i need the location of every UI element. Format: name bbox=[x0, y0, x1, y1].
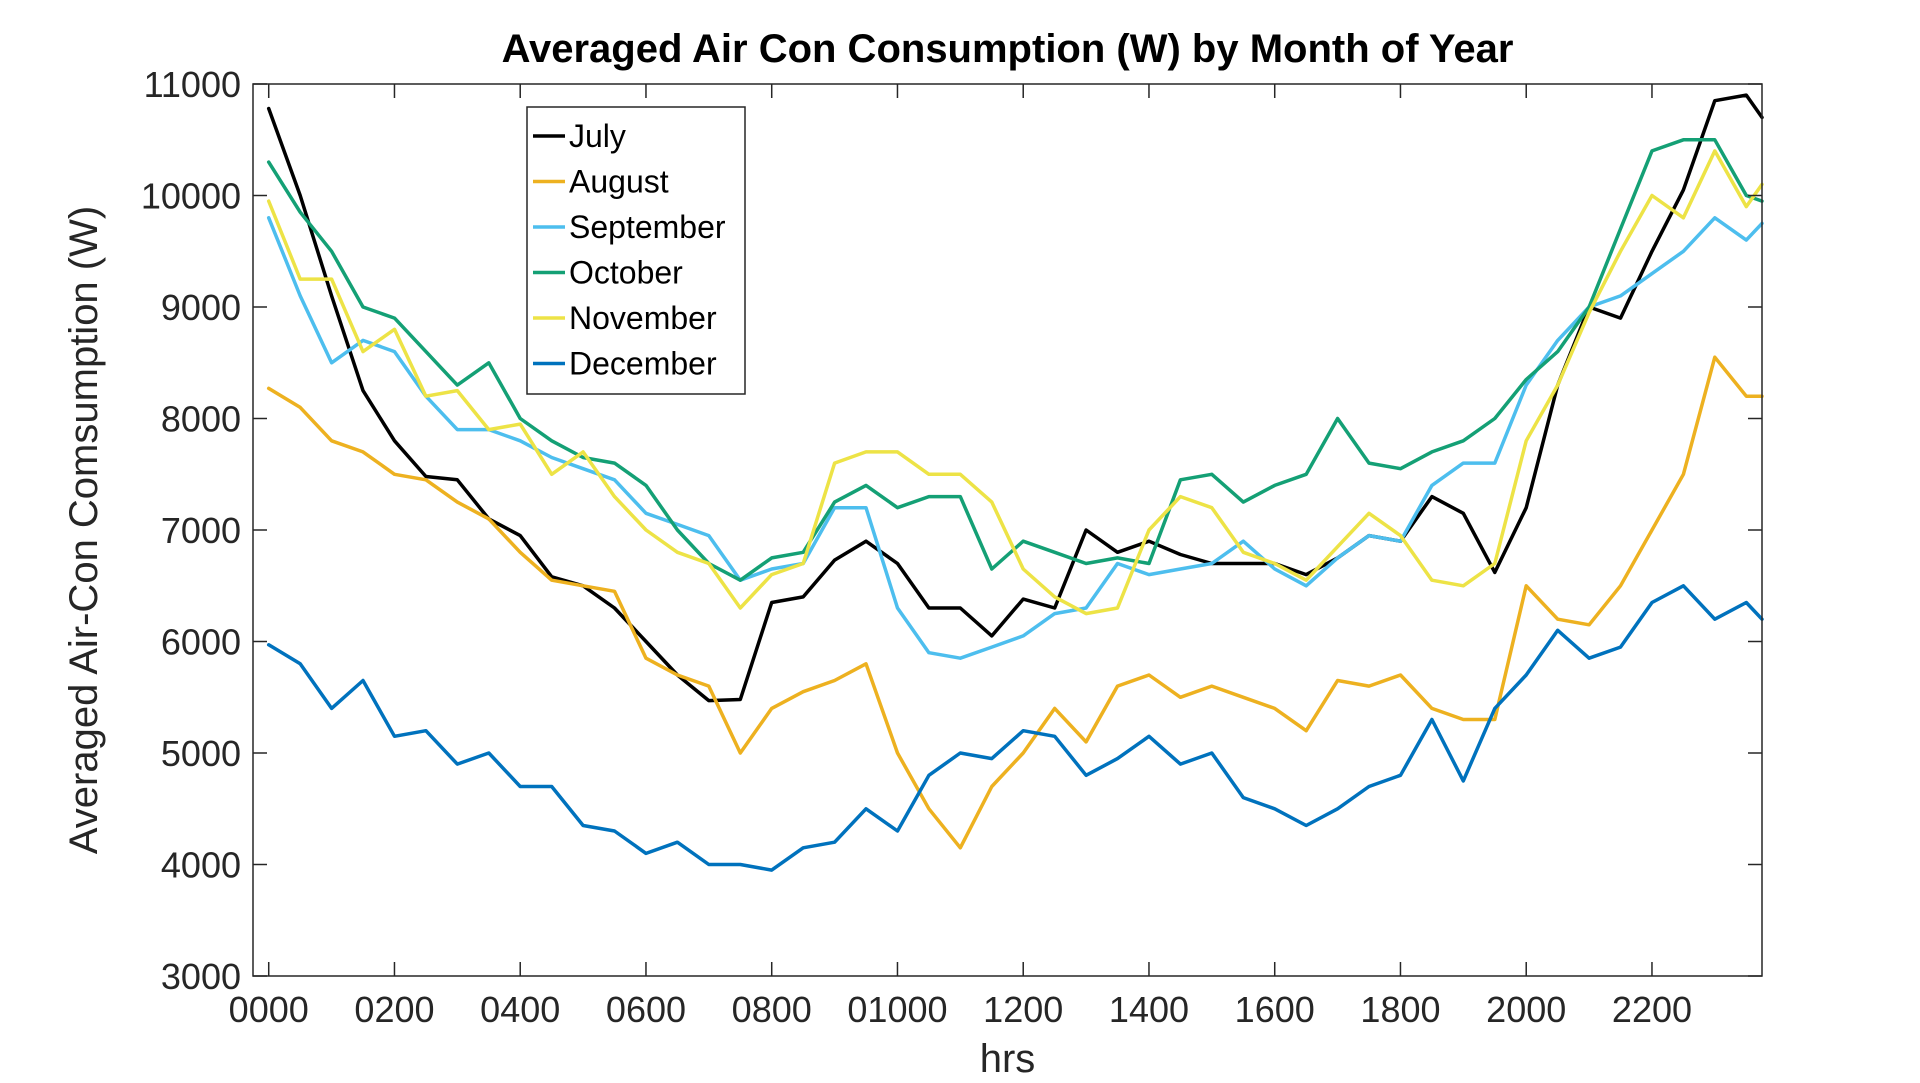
y-tick-label: 3000 bbox=[161, 956, 241, 997]
legend-label-december: December bbox=[569, 346, 717, 382]
y-tick-label: 11000 bbox=[144, 64, 241, 105]
x-tick-label: 0200 bbox=[354, 989, 434, 1030]
x-tick-label: 1400 bbox=[1109, 989, 1189, 1030]
x-tick-label: 1200 bbox=[983, 989, 1063, 1030]
x-axis: 0000 0200 0400 0600 0800 01000 1200 1400 1600 180… bbox=[229, 84, 1692, 1030]
y-tick-label: 10000 bbox=[141, 176, 241, 217]
series-line-august bbox=[266, 355, 1764, 850]
y-tick-label: 4000 bbox=[161, 845, 241, 886]
y-tick-label: 8000 bbox=[161, 399, 241, 440]
x-axis-label: hrs bbox=[980, 1037, 1036, 1081]
legend-label-july: July bbox=[569, 118, 626, 154]
series-line-september bbox=[266, 216, 1764, 660]
legend-label-september: September bbox=[569, 209, 726, 245]
x-tick-label: 0800 bbox=[732, 989, 812, 1030]
y-axis-label: Averaged Air-Con Comsumption (W) bbox=[62, 206, 106, 854]
legend-label-november: November bbox=[569, 300, 717, 336]
chart-title: Averaged Air Con Consumption (W) by Mont… bbox=[502, 27, 1514, 71]
series-line-october bbox=[266, 138, 1764, 582]
x-tick-label: 0400 bbox=[480, 989, 560, 1030]
y-tick-label: 9000 bbox=[161, 287, 241, 328]
y-tick-label: 5000 bbox=[161, 733, 241, 774]
series-layer bbox=[266, 93, 1764, 872]
x-tick-label: 2000 bbox=[1486, 989, 1566, 1030]
x-tick-label: 01000 bbox=[847, 989, 947, 1030]
x-tick-label: 2200 bbox=[1612, 989, 1692, 1030]
y-axis: 3000 4000 5000 6000 7000 8000 9000 10000 11000 bbox=[141, 64, 1762, 997]
series-line-july bbox=[266, 93, 1764, 703]
y-tick-label: 6000 bbox=[161, 622, 241, 663]
legend-label-october: October bbox=[569, 255, 683, 291]
legend: July August September October November Decemb… bbox=[526, 106, 746, 395]
y-tick-label: 7000 bbox=[161, 510, 241, 551]
x-tick-label: 1800 bbox=[1360, 989, 1440, 1030]
series-line-december bbox=[266, 584, 1764, 872]
x-tick-label: 0600 bbox=[606, 989, 686, 1030]
x-tick-label: 0000 bbox=[229, 989, 309, 1030]
legend-box bbox=[526, 106, 746, 395]
series-line-november bbox=[266, 149, 1764, 616]
legend-label-august: August bbox=[569, 164, 669, 200]
x-tick-label: 1600 bbox=[1235, 989, 1315, 1030]
